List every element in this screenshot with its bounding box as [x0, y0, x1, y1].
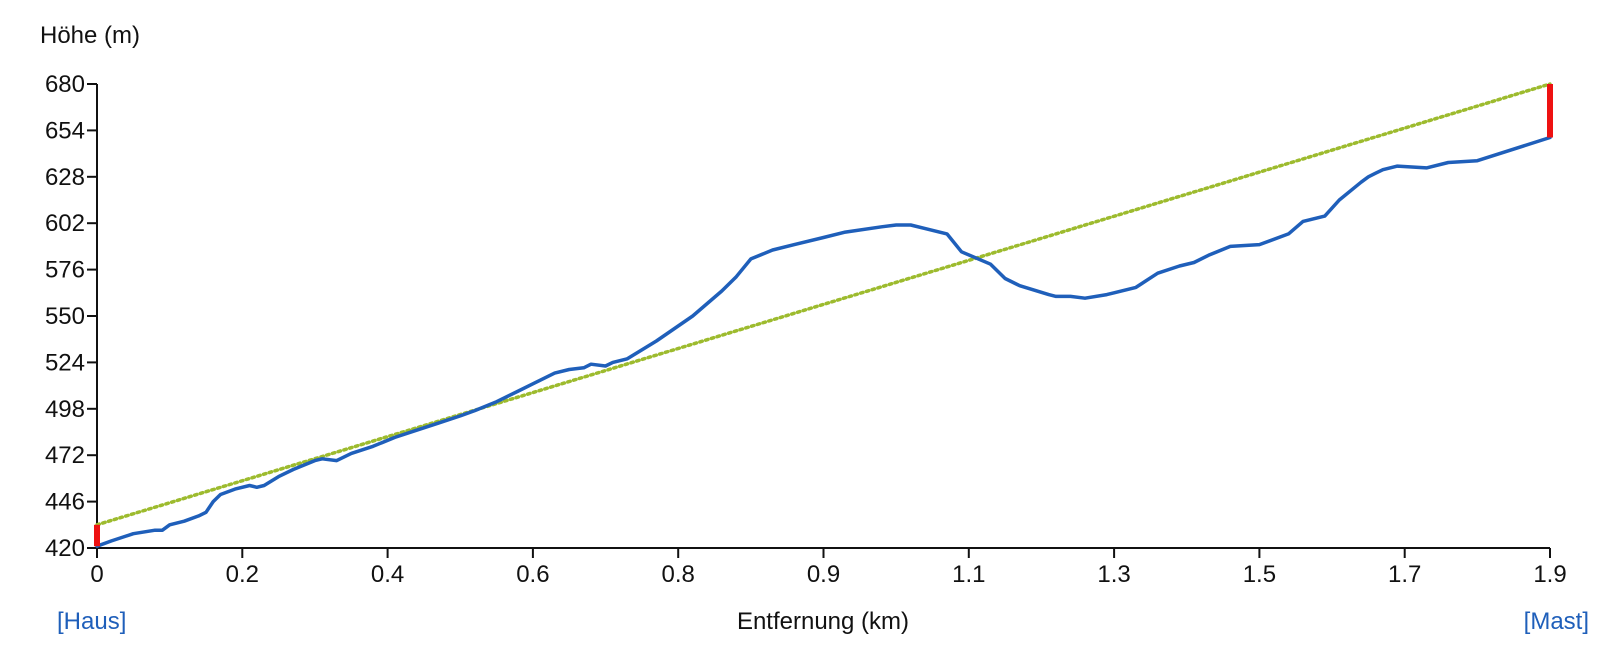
x-tick-label: 1.7 [1388, 561, 1421, 588]
y-axis-title: Höhe (m) [40, 22, 140, 49]
y-tick-label: 498 [45, 396, 85, 423]
y-tick-label: 602 [45, 210, 85, 237]
y-tick-label: 524 [45, 349, 85, 376]
x-tick-label: 0.2 [226, 561, 259, 588]
x-axis-title: Entfernung (km) [737, 608, 909, 635]
line-of-sight [95, 82, 1552, 527]
y-tick-label: 446 [45, 489, 85, 516]
y-tick-label: 680 [45, 71, 85, 98]
x-tick-label: 0 [90, 561, 103, 588]
start-point-link[interactable]: [Haus] [57, 608, 126, 635]
x-tick-label: 1.5 [1243, 561, 1276, 588]
x-tick-label: 1.9 [1533, 561, 1566, 588]
y-axis-ticks: 420 446 472 498 524 550 576 602 628 654 680 [45, 71, 97, 562]
x-tick-label: 0.8 [662, 561, 695, 588]
terrain-profile-line [95, 135, 1552, 548]
y-tick-label: 576 [45, 257, 85, 284]
x-tick-label: 1.3 [1097, 561, 1130, 588]
x-axis-ticks: 0 0.2 0.4 0.6 0.8 0.9 1.1 1.3 1.5 1.7 1.9 [90, 548, 1567, 588]
y-tick-label: 654 [45, 117, 85, 144]
y-tick-label: 628 [45, 164, 85, 191]
x-tick-label: 0.9 [807, 561, 840, 588]
end-point-link[interactable]: [Mast] [1524, 608, 1589, 635]
y-tick-label: 420 [45, 535, 85, 562]
x-tick-label: 0.4 [371, 561, 404, 588]
y-tick-label: 472 [45, 442, 85, 469]
y-tick-label: 550 [45, 303, 85, 330]
x-tick-label: 0.6 [516, 561, 549, 588]
x-tick-label: 1.1 [952, 561, 985, 588]
